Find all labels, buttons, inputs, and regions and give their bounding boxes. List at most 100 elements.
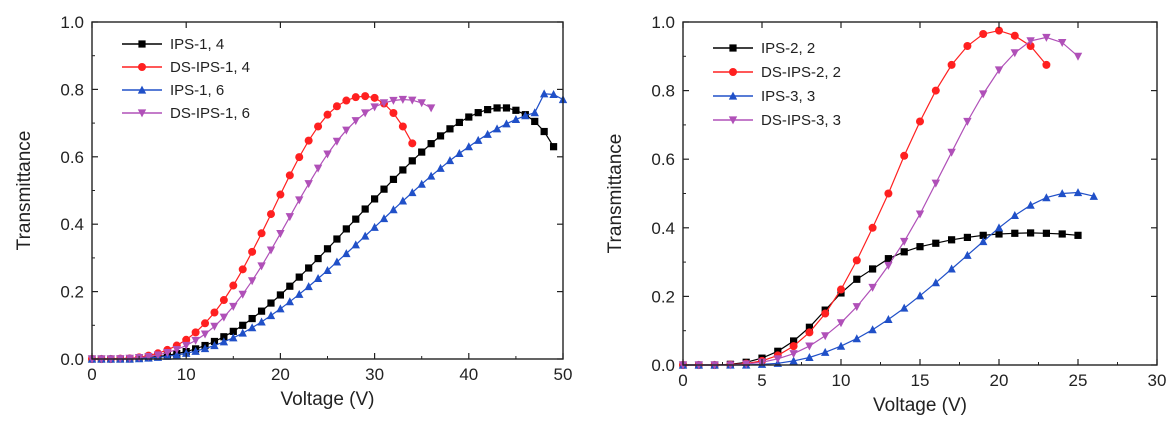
data-point — [483, 129, 492, 138]
data-point — [398, 196, 408, 205]
chart-panel-1: 0 10 20 30 40 50 0.0 0.2 0.4 0.6 0.8 1.0 Voltage (V)… — [14, 13, 572, 410]
data-point — [323, 150, 332, 159]
y-tick-label: 1.0 — [60, 13, 84, 32]
data-point — [464, 142, 473, 151]
data-point — [821, 347, 830, 356]
legend-marker — [138, 40, 146, 48]
data-point — [947, 264, 956, 273]
data-point — [360, 231, 370, 240]
data-point — [493, 104, 501, 112]
data-point — [295, 273, 303, 281]
data-point — [295, 153, 304, 162]
data-point — [361, 205, 369, 213]
data-point — [436, 163, 445, 172]
chart-panel-2: 0 5 10 15 20 25 30 0.0 0.2 0.4 0.6 0.8 1.0 Voltage (V… — [605, 13, 1166, 416]
data-point — [370, 93, 379, 102]
data-point — [398, 122, 407, 131]
data-point — [474, 109, 482, 117]
data-point — [361, 92, 370, 101]
data-point — [774, 347, 782, 355]
data-point — [436, 132, 445, 140]
y-axis-label: Transmittance — [605, 134, 626, 254]
plot-frame — [682, 21, 1158, 366]
data-point — [884, 261, 893, 270]
data-point — [426, 104, 436, 113]
data-point — [916, 117, 924, 126]
data-point — [266, 210, 275, 219]
data-point — [351, 93, 360, 102]
y-tick-label: 0.0 — [651, 356, 675, 375]
data-point — [836, 341, 846, 350]
data-point — [947, 148, 956, 157]
x-tick-label: 30 — [1148, 371, 1167, 390]
data-point — [304, 282, 313, 291]
data-point — [351, 117, 360, 126]
data-point — [266, 311, 276, 320]
data-point — [257, 229, 266, 238]
legend-marker — [137, 109, 147, 118]
data-point — [144, 353, 153, 362]
data-point — [1042, 60, 1051, 69]
data-point — [821, 309, 830, 318]
data-point — [389, 205, 398, 214]
series-ips-2-2 — [679, 229, 1082, 369]
data-point — [1058, 230, 1066, 238]
data-point — [963, 250, 972, 259]
data-point — [1058, 38, 1067, 47]
data-point — [963, 117, 972, 126]
series-line — [683, 36, 1079, 366]
legend-label: IPS-1, 6 — [170, 82, 224, 99]
data-point — [915, 291, 925, 300]
y-tick-label: 0.6 — [651, 150, 675, 169]
data-point — [389, 175, 398, 183]
data-point — [314, 254, 322, 263]
data-point — [295, 196, 304, 205]
series-line — [92, 107, 555, 360]
y-tick-label: 0.8 — [60, 80, 84, 99]
legend-marker — [728, 91, 738, 100]
data-point — [313, 274, 323, 283]
y-axis-label: Transmittance — [14, 131, 35, 251]
data-point — [931, 86, 940, 95]
data-point — [351, 240, 360, 249]
data-point — [1011, 229, 1019, 237]
data-point — [182, 335, 191, 344]
series-ds-ips-2-2 — [679, 26, 1051, 369]
x-tick-label: 0 — [678, 371, 687, 390]
y-tick-label: 0.2 — [60, 283, 84, 302]
data-point — [979, 90, 988, 99]
data-point — [153, 351, 163, 360]
data-point — [182, 348, 191, 357]
data-point — [521, 111, 530, 120]
data-point — [323, 245, 332, 253]
data-point — [511, 114, 521, 123]
data-point — [900, 151, 909, 160]
data-point — [276, 230, 285, 239]
data-point — [884, 314, 893, 323]
data-point — [248, 314, 256, 323]
data-point — [900, 303, 909, 312]
data-point — [869, 265, 877, 273]
data-point — [360, 109, 370, 118]
x-tick-label: 20 — [271, 365, 290, 384]
data-point — [465, 113, 473, 121]
series-ips-1-6 — [87, 89, 568, 363]
data-point — [370, 222, 379, 231]
data-point — [1042, 229, 1050, 237]
data-point — [994, 223, 1004, 232]
data-point — [304, 180, 313, 189]
legend-label: IPS-3, 3 — [761, 88, 815, 105]
data-point — [884, 255, 892, 263]
data-point — [379, 214, 389, 223]
data-point — [352, 215, 360, 223]
data-point — [314, 122, 323, 131]
data-point — [852, 256, 861, 265]
legend-marker — [728, 116, 738, 125]
data-point — [900, 237, 909, 246]
y-tick-label: 1.0 — [651, 13, 675, 32]
data-point — [342, 126, 351, 135]
data-point — [266, 246, 276, 255]
data-point — [238, 265, 247, 274]
data-point — [276, 304, 285, 313]
